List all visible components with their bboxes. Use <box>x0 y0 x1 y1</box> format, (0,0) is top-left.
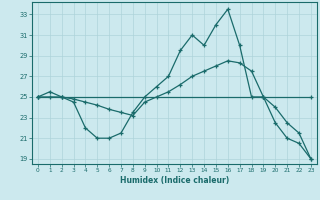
X-axis label: Humidex (Indice chaleur): Humidex (Indice chaleur) <box>120 176 229 185</box>
